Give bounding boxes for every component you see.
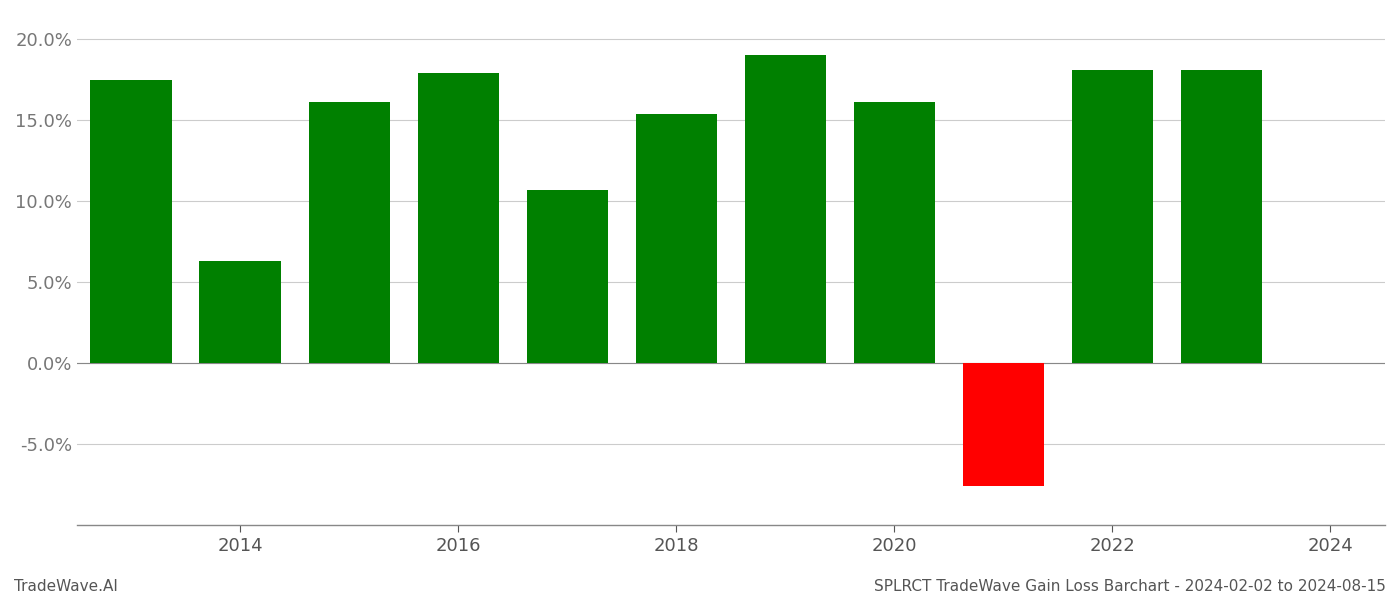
Bar (1180, 70, 1263, 363)
Bar (745, 55, 826, 363)
Bar (1071, 70, 1154, 363)
Bar (963, 363, 1044, 487)
Bar (526, 190, 608, 363)
Bar (636, 114, 717, 363)
Bar (199, 261, 281, 363)
Text: TradeWave.AI: TradeWave.AI (14, 579, 118, 594)
Bar (854, 103, 935, 363)
Bar (308, 103, 391, 363)
Bar (417, 73, 500, 363)
Text: SPLRCT TradeWave Gain Loss Barchart - 2024-02-02 to 2024-08-15: SPLRCT TradeWave Gain Loss Barchart - 20… (874, 579, 1386, 594)
Bar (91, 80, 172, 363)
